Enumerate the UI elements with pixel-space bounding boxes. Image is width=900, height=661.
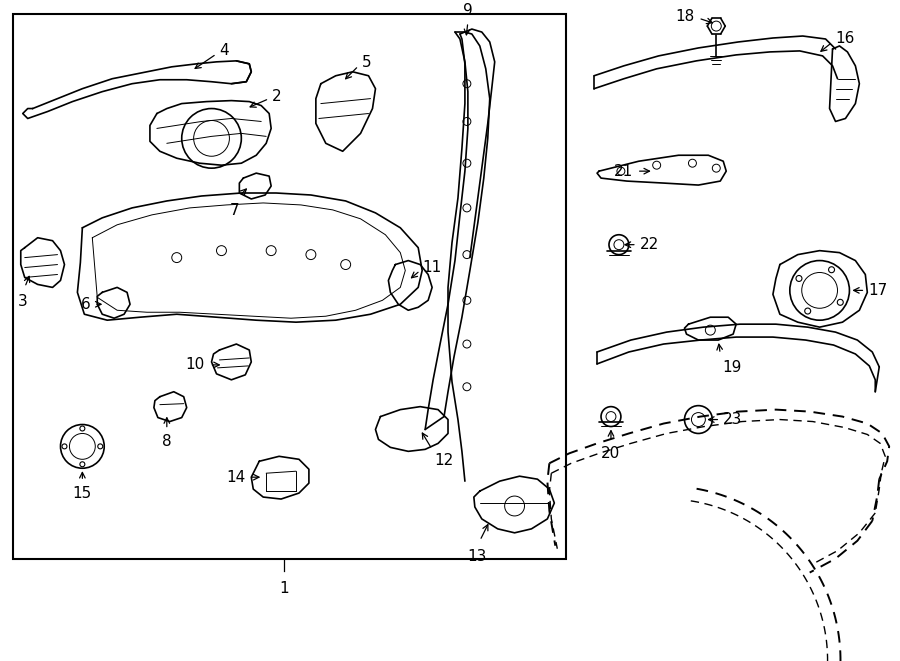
Text: 19: 19: [723, 360, 742, 375]
Text: 4: 4: [220, 44, 230, 58]
Text: 14: 14: [226, 470, 246, 485]
Text: 9: 9: [463, 3, 473, 18]
Text: 7: 7: [230, 203, 239, 218]
Text: 13: 13: [467, 549, 487, 564]
Text: 8: 8: [162, 434, 172, 449]
Text: 1: 1: [279, 580, 289, 596]
Text: 11: 11: [422, 260, 441, 275]
Text: 23: 23: [724, 412, 742, 427]
Text: 5: 5: [362, 56, 371, 70]
Text: 15: 15: [73, 486, 92, 501]
Bar: [13, 14, 566, 559]
Text: 2: 2: [272, 89, 282, 104]
Text: 12: 12: [434, 453, 454, 469]
Text: 17: 17: [868, 283, 887, 298]
Text: 21: 21: [614, 164, 633, 178]
Text: 3: 3: [18, 294, 28, 309]
Text: 10: 10: [185, 358, 204, 372]
Text: 18: 18: [675, 9, 695, 24]
Text: 6: 6: [81, 297, 90, 312]
Text: 20: 20: [601, 446, 621, 461]
Text: 22: 22: [640, 237, 659, 253]
Text: 16: 16: [835, 32, 855, 46]
